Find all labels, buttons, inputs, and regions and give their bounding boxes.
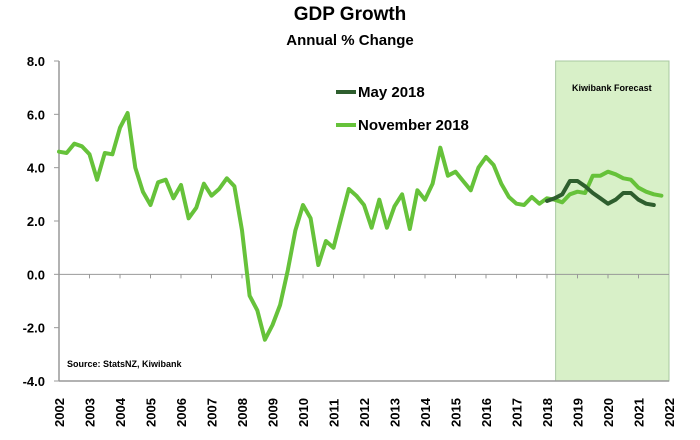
x-tick-label: 2015 <box>449 398 464 427</box>
series-line-november-2018 <box>57 111 664 342</box>
y-tick-label: 8.0 <box>27 54 45 69</box>
x-tick-label: 2013 <box>388 398 403 427</box>
y-tick-label: 2.0 <box>27 214 45 229</box>
x-tick-label: 2003 <box>83 398 98 427</box>
forecast-label: Kiwibank Forecast <box>572 83 652 93</box>
x-tick-label: 2014 <box>418 397 433 427</box>
x-tick-label: 2002 <box>52 398 67 427</box>
x-tick-label: 2010 <box>296 398 311 427</box>
x-tick-label: 2012 <box>357 398 372 427</box>
axes: 8.0 6.0 4.0 2.0 0.0 -2.0 -4.0 2002 2003 2004 2005 2… <box>23 54 677 427</box>
legend: May 2018 November 2018 <box>336 84 469 134</box>
y-tick-label: -2.0 <box>23 321 45 336</box>
x-tick-label: 2018 <box>540 398 555 427</box>
x-tick-label: 2016 <box>479 398 494 427</box>
x-tick-label: 2021 <box>632 398 647 427</box>
y-tick-label: 6.0 <box>27 107 45 122</box>
x-tick-label: 2005 <box>144 398 159 427</box>
x-tick-label: 2008 <box>235 398 250 427</box>
y-tick-label: 4.0 <box>27 161 45 176</box>
forecast-shaded-region <box>555 60 670 382</box>
x-tick-label: 2017 <box>510 398 525 427</box>
x-tick-label: 2006 <box>174 398 189 427</box>
x-tick-label: 2009 <box>266 398 281 427</box>
x-tick-label: 2004 <box>113 397 128 427</box>
y-tick-label: -4.0 <box>23 374 45 389</box>
legend-label: May 2018 <box>358 84 425 101</box>
x-tick-label: 2022 <box>662 398 677 427</box>
chart-title: GDP Growth <box>293 4 407 25</box>
source-note: Source: StatsNZ, Kiwibank <box>67 359 183 369</box>
x-tick-label: 2007 <box>205 398 220 427</box>
x-tick-label: 2011 <box>327 399 342 427</box>
chart-subtitle: Annual % Change <box>286 32 414 49</box>
series-layer <box>57 111 664 342</box>
x-tick-label: 2019 <box>571 398 586 427</box>
y-tick-label: 0.0 <box>27 267 45 282</box>
x-tick-label: 2020 <box>601 398 616 427</box>
legend-label: November 2018 <box>358 117 469 134</box>
